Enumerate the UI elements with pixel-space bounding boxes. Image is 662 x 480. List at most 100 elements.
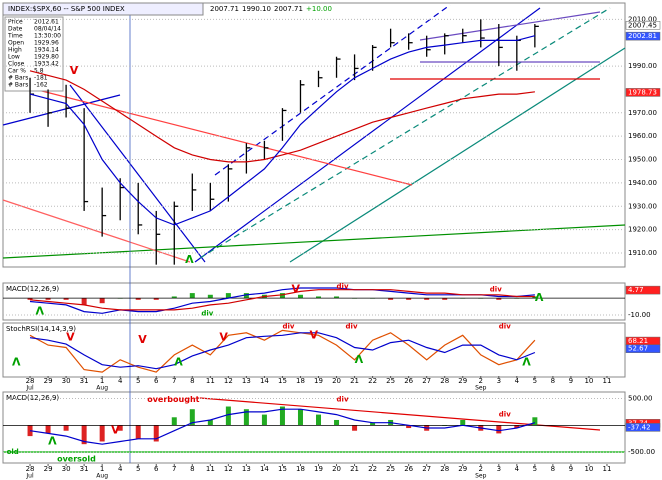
annotation: V xyxy=(70,64,79,77)
last-value-box xyxy=(625,423,661,432)
histogram-bar xyxy=(514,425,520,429)
x-tick-label: 9 xyxy=(569,377,573,385)
price-panel xyxy=(2,2,626,268)
histogram-bar xyxy=(171,296,177,299)
x-tick-label: 14 xyxy=(260,377,269,385)
x-tick-label: 4 xyxy=(515,465,520,473)
last-value-label: 68.21 xyxy=(628,337,648,345)
info-value: 1929.96 xyxy=(34,40,59,47)
info-value: 08/04/14 xyxy=(34,26,61,33)
annotation: V xyxy=(219,331,228,344)
x-tick-label: 4 xyxy=(118,377,123,385)
info-label: # Bars xyxy=(8,75,28,82)
last-value-label: 1978.73 xyxy=(628,88,657,96)
info-label: Low xyxy=(8,54,20,61)
macd2-panel xyxy=(2,391,626,464)
x-tick-label: 27 xyxy=(422,465,431,473)
x-tick-label: 18 xyxy=(296,465,305,473)
x-tick-label: 29 xyxy=(458,377,467,385)
histogram-bar xyxy=(424,298,430,300)
indicator-line xyxy=(29,332,536,370)
x-tick-label: 27 xyxy=(422,377,431,385)
histogram-bar xyxy=(316,296,322,299)
x-tick-label: 13 xyxy=(242,377,251,385)
histogram-bar xyxy=(352,425,358,431)
x-tick-label: 29 xyxy=(458,465,467,473)
x-tick-label: 15 xyxy=(278,465,287,473)
info-value: 5.8 xyxy=(34,68,44,75)
histogram-bar xyxy=(316,414,322,426)
x-tick-label: 30 xyxy=(62,465,71,473)
header-bar xyxy=(2,2,204,16)
histogram-bar xyxy=(99,425,105,442)
histogram-bar xyxy=(406,298,412,300)
month-label: Jul xyxy=(25,385,34,392)
annotation: Λ xyxy=(48,434,57,447)
histogram-bar xyxy=(189,409,195,426)
histogram-bar xyxy=(207,419,213,426)
last-value-label: 4.77 xyxy=(628,286,644,294)
x-tick-label: 1 xyxy=(100,377,104,385)
histogram-bar xyxy=(63,298,69,300)
x-tick-label: 2 xyxy=(479,465,483,473)
y-tick-label: 1970.00 xyxy=(628,109,657,117)
month-label: Sep xyxy=(475,385,487,392)
x-tick-label: 7 xyxy=(172,377,176,385)
x-tick-label: 12 xyxy=(224,465,233,473)
histogram-bar xyxy=(334,419,340,426)
header-value: 1990.10 xyxy=(242,5,271,13)
macd-panel xyxy=(2,282,626,321)
info-label: Date xyxy=(8,26,23,33)
last-value-label: 2002.81 xyxy=(628,32,657,40)
histogram-bar xyxy=(81,298,87,305)
x-tick-label: 21 xyxy=(350,377,359,385)
indicator-line xyxy=(29,287,535,314)
histogram-bar xyxy=(406,425,412,429)
x-tick-label: 8 xyxy=(190,377,194,385)
histogram-bar xyxy=(153,298,159,300)
indicator-line xyxy=(29,329,536,373)
annotation: overbought xyxy=(147,395,199,404)
histogram-bar xyxy=(99,298,105,304)
x-tick-label: 7 xyxy=(172,465,176,473)
x-tick-label: 10 xyxy=(584,377,593,385)
histogram-bar xyxy=(171,417,177,426)
x-tick-label: 28 xyxy=(26,377,35,385)
month-label: Jul xyxy=(25,473,34,480)
annotation: oversold xyxy=(57,455,96,464)
x-tick-label: 2 xyxy=(479,377,483,385)
annotation: V xyxy=(111,424,120,437)
x-tick-label: 3 xyxy=(497,465,501,473)
x-tick-label: 3 xyxy=(497,377,501,385)
x-tick-label: 14 xyxy=(260,465,269,473)
info-value: 1929.80 xyxy=(34,54,59,61)
histogram-bar xyxy=(81,425,87,445)
x-tick-label: 5 xyxy=(533,465,537,473)
x-tick-label: 11 xyxy=(206,377,215,385)
y-tick-label: 2010.00 xyxy=(628,15,657,23)
annotation: Λ xyxy=(355,353,364,366)
x-tick-label: 9 xyxy=(569,465,573,473)
histogram-bar xyxy=(261,414,267,426)
x-tick-label: 30 xyxy=(62,377,71,385)
header-value: +10.00 xyxy=(306,5,332,13)
histogram-bar xyxy=(135,425,141,439)
histogram-bar xyxy=(207,294,213,299)
x-tick-label: 28 xyxy=(26,465,35,473)
last-value-box xyxy=(625,344,661,353)
x-tick-label: 28 xyxy=(440,465,449,473)
histogram-bar xyxy=(243,409,249,426)
histogram-bar xyxy=(225,406,231,426)
info-label: Time xyxy=(7,33,23,40)
x-tick-label: 5 xyxy=(136,377,140,385)
x-tick-label: 6 xyxy=(154,377,159,385)
x-tick-label: 25 xyxy=(386,377,395,385)
histogram-bar xyxy=(532,296,538,299)
x-tick-label: 28 xyxy=(440,377,449,385)
x-tick-label: 29 xyxy=(44,377,53,385)
info-value: -162 xyxy=(34,82,48,89)
annotation: Λ xyxy=(185,253,194,266)
y-tick-label: 500.00 xyxy=(628,394,653,402)
annotation: div xyxy=(282,322,294,330)
histogram-bar xyxy=(334,296,340,299)
